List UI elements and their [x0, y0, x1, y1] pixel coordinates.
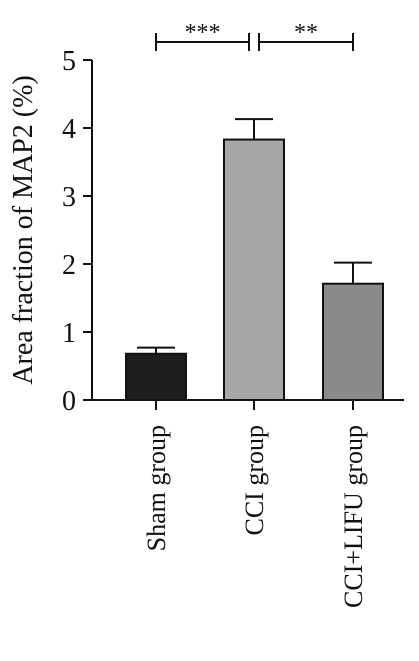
y-tick-label: 2	[62, 250, 76, 281]
bar	[322, 282, 384, 401]
y-axis-label: Area fraction of MAP2 (%)	[8, 75, 39, 384]
significance-brackets: *** **	[155, 20, 354, 51]
axes: 0 1 2 3 4 5 Sham group CCI group CCI+LIFU group	[62, 46, 404, 608]
category-label: CCI group	[240, 425, 269, 536]
y-tick-label: 1	[62, 318, 76, 349]
bar	[125, 352, 187, 402]
significance-label: ***	[185, 20, 221, 46]
bars	[125, 118, 384, 402]
y-tick-label: 0	[62, 386, 76, 417]
y-tick-label: 3	[62, 182, 76, 213]
y-tick-label: 5	[62, 46, 76, 77]
significance-label: **	[294, 20, 318, 46]
y-tick-label: 4	[62, 114, 76, 145]
category-label: CCI+LIFU group	[339, 425, 368, 608]
category-label: Sham group	[142, 425, 171, 551]
bar	[223, 138, 285, 401]
